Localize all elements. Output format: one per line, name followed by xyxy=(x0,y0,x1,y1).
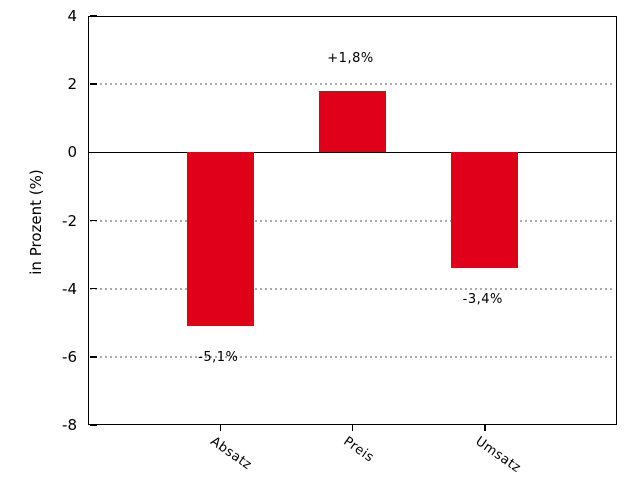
y-tick-label: 2 xyxy=(67,75,77,94)
x-tick-label: Preis xyxy=(339,434,376,466)
y-tick-mark xyxy=(89,219,97,222)
y-tick-label: 0 xyxy=(67,143,77,162)
bar-value-label: -3,4% xyxy=(462,292,503,308)
x-tick-label: Absatz xyxy=(207,434,255,474)
y-tick-mark xyxy=(89,356,97,358)
y-tick-label: -4 xyxy=(62,279,77,298)
x-tick-mark xyxy=(351,425,354,431)
bar-value-label: +1,8% xyxy=(327,50,374,66)
bar-umsatz xyxy=(451,152,519,269)
y-tick-label: 4 xyxy=(67,7,77,25)
y-tick-label: -6 xyxy=(62,347,77,366)
bar-preis xyxy=(319,90,386,153)
x-tick-mark xyxy=(219,425,221,431)
y-tick-mark xyxy=(89,287,97,290)
y-tick-label: -8 xyxy=(62,416,77,434)
bar-absatz xyxy=(186,152,254,327)
y-tick-mark xyxy=(89,83,97,85)
gridline xyxy=(90,355,615,358)
bar-value-label: -5,1% xyxy=(198,350,239,366)
gridline xyxy=(90,83,615,86)
y-tick-label: -2 xyxy=(62,211,77,230)
y-tick-mark xyxy=(89,424,97,426)
x-tick-mark xyxy=(484,425,486,431)
gridline xyxy=(90,287,615,290)
zero-axis-line xyxy=(88,151,617,154)
x-tick-label: Umsatz xyxy=(472,434,524,477)
gridline xyxy=(90,219,615,222)
y-tick-mark xyxy=(89,15,97,17)
